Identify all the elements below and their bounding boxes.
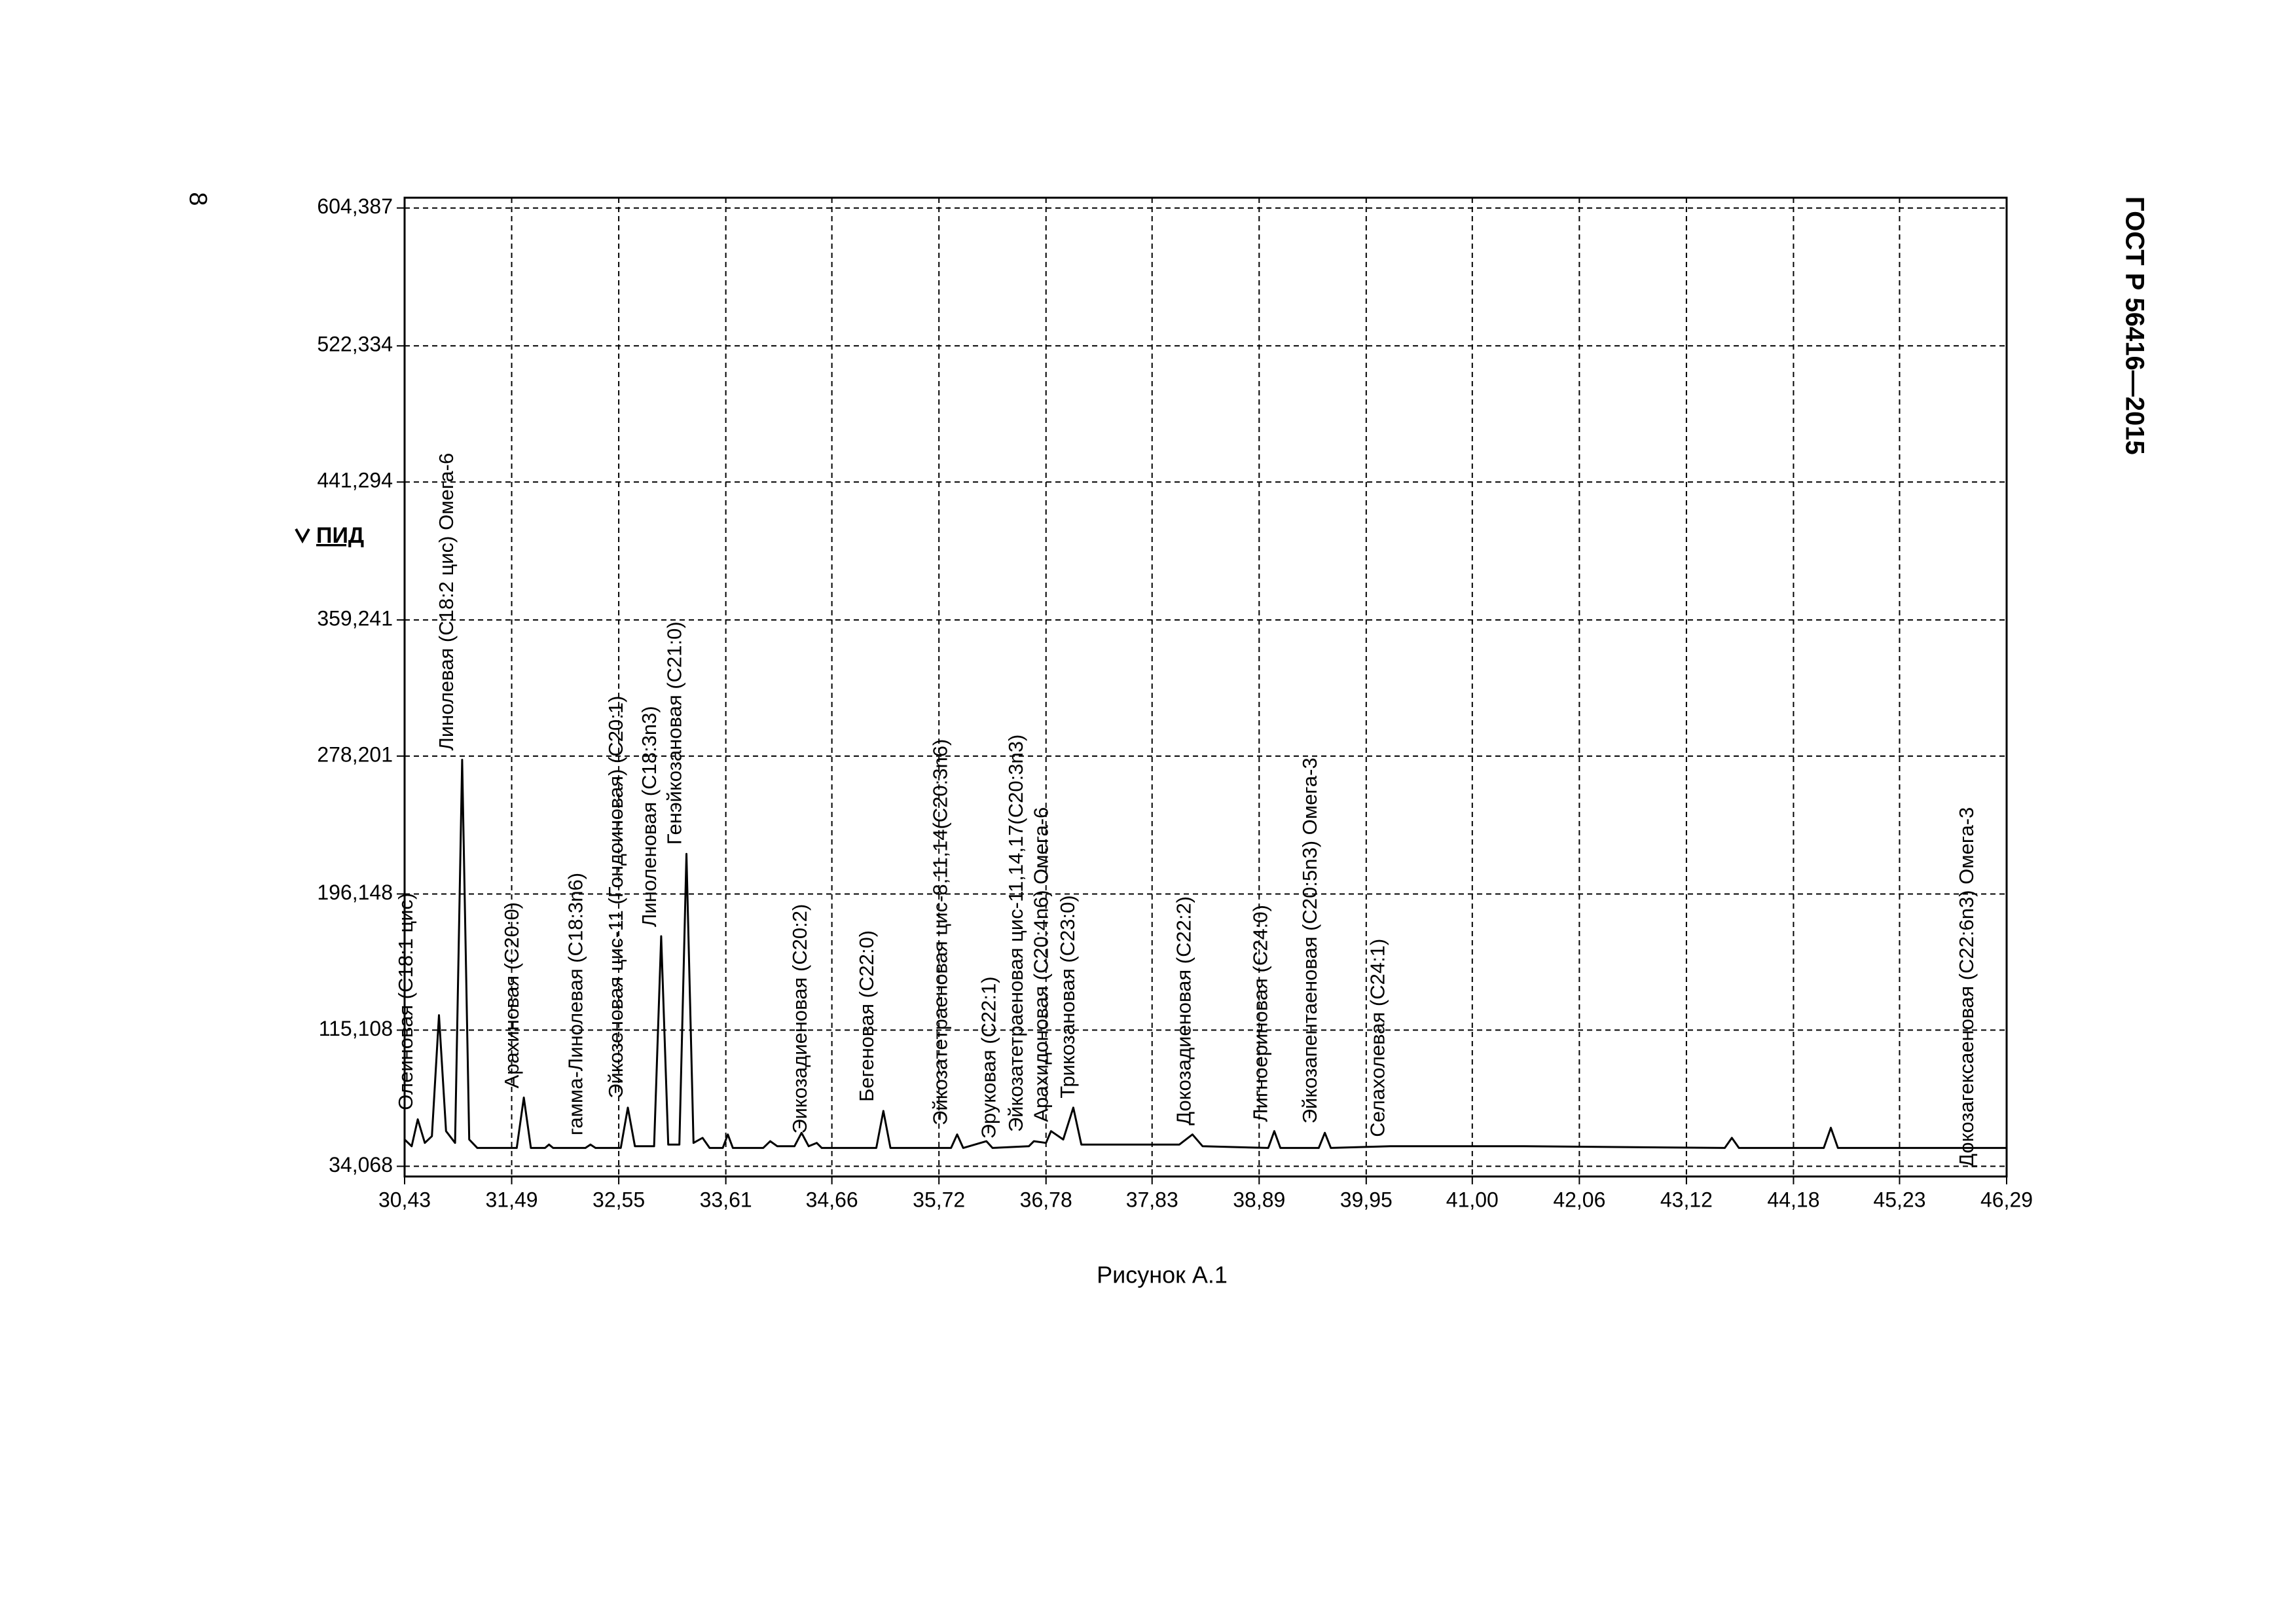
peak-label: Докозагексаеновая (С22:6n3) Омега-3 xyxy=(1955,807,1978,1167)
x-tick-label: 43,12 xyxy=(1660,1188,1713,1211)
x-tick-label: 34,66 xyxy=(806,1188,858,1211)
peak-label: Лигноериновая (С24:0) xyxy=(1249,905,1272,1122)
x-tick-label: 41,00 xyxy=(1446,1188,1499,1211)
x-tick-label: 36,78 xyxy=(1020,1188,1072,1211)
chromatogram-trace xyxy=(403,759,2007,1149)
y-tick-label: 196,148 xyxy=(317,881,393,904)
peak-label: Эикозадиеновая (С20:2) xyxy=(788,904,811,1134)
y-tick-label: 359,241 xyxy=(317,606,393,630)
peak-label: Селахолевая (С24:1) xyxy=(1366,939,1389,1137)
peak-label: Арахиновая (С20:0) xyxy=(500,902,523,1088)
x-tick-label: 30,43 xyxy=(378,1188,431,1211)
y-tick-label: 278,201 xyxy=(317,742,393,766)
x-tick-label: 45,23 xyxy=(1873,1188,1925,1211)
peak-label: Трикозановая (С23:0) xyxy=(1056,895,1079,1099)
y-tick-label: 34,068 xyxy=(329,1153,393,1176)
x-tick-label: 37,83 xyxy=(1126,1188,1178,1211)
y-tick-label: 115,108 xyxy=(319,1017,393,1040)
x-tick-label: 44,18 xyxy=(1767,1188,1819,1211)
y-axis-chevron xyxy=(295,528,310,544)
peak-label: Линоленовая (С18:3n3) xyxy=(638,706,661,927)
peak-label: Докозадиеновая (С22:2) xyxy=(1172,896,1195,1125)
peak-label: Бегеновая (С22:0) xyxy=(855,930,878,1102)
peak-label: Эйкозатетраеновая цис-11,14,17(С20:3n3) xyxy=(1004,735,1027,1132)
x-tick-label: 38,89 xyxy=(1233,1188,1285,1211)
peak-label: Эруковая (С22:1) xyxy=(977,976,1000,1139)
x-tick-label: 31,49 xyxy=(486,1188,538,1211)
peak-label: Эйкозатетраеновая цис-8,11,14(С20:3n6) xyxy=(928,739,951,1125)
peak-label: Олеиновая (С18:1 цис) xyxy=(394,893,417,1110)
x-tick-label: 33,61 xyxy=(700,1188,752,1211)
peak-label: Линолевая (С18:2 цис) Омега-6 xyxy=(435,453,458,751)
y-tick-label: 522,334 xyxy=(317,333,393,356)
page-number: 8 xyxy=(184,192,211,206)
y-tick-label: 604,387 xyxy=(317,194,393,218)
peak-label: Эйкозапентаеновая (С20:5n3) Омега-3 xyxy=(1298,757,1321,1123)
x-tick-label: 35,72 xyxy=(913,1188,965,1211)
document-code: ГОСТ Р 56416—2015 xyxy=(2120,196,2149,455)
figure-caption: Рисунок А.1 xyxy=(1097,1262,1228,1288)
peak-label: Генэйкозановая (С21:0) xyxy=(663,621,686,845)
peak-label: гамма-Линолевая (С18:3n6) xyxy=(564,873,587,1135)
x-tick-label: 39,95 xyxy=(1340,1188,1393,1211)
x-tick-label: 46,29 xyxy=(1980,1188,2033,1211)
peak-label: Арахидоновая (С20:4n6) Омега-6 xyxy=(1030,807,1053,1122)
x-tick-label: 42,06 xyxy=(1553,1188,1605,1211)
y-axis-label: ПИД xyxy=(316,523,364,548)
peak-label: Эйкозеновая цис-11 (Гондоиновая) (С20:1) xyxy=(604,696,627,1099)
y-tick-label: 441,294 xyxy=(317,469,393,492)
x-tick-label: 32,55 xyxy=(592,1188,645,1211)
